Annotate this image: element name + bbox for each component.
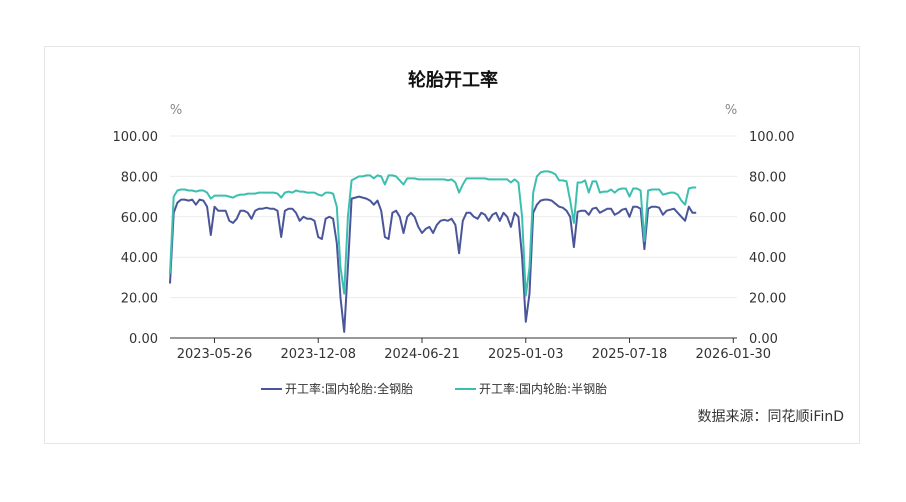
x-tick-label: 2025-01-03 [488, 347, 564, 362]
left-y-tick-label: 40.00 [121, 251, 158, 266]
left-y-axis: 100.00 80.00 60.00 40.00 20.00 0.00 [113, 130, 159, 347]
legend-label-semi-steel[interactable]: 开工率:国内轮胎:半钢胎 [479, 381, 607, 396]
x-tick-label: 2025-07-18 [592, 347, 668, 362]
left-y-tick-label: 20.00 [121, 292, 158, 307]
left-unit-label: % [170, 103, 182, 118]
chart-card [44, 46, 860, 444]
gridlines [170, 135, 737, 339]
right-y-tick-label: 20.00 [749, 292, 786, 307]
right-y-tick-label: 80.00 [749, 170, 786, 185]
right-y-axis: 100.00 80.00 60.00 40.00 20.00 0.00 [749, 130, 795, 347]
x-tick-label: 2023-05-26 [177, 347, 253, 362]
series-lines [169, 170, 697, 333]
x-tick-label: 2026-01-30 [696, 347, 772, 362]
x-tick-label: 2024-06-21 [384, 347, 460, 362]
right-y-tick-label: 60.00 [749, 211, 786, 226]
right-y-tick-label: 40.00 [749, 251, 786, 266]
series-line-0 [169, 195, 697, 333]
left-y-tick-label: 60.00 [121, 211, 158, 226]
series-line-1 [169, 170, 697, 297]
right-y-tick-label: 0.00 [749, 332, 778, 347]
data-source: 数据来源：同花顺iFinD [697, 409, 844, 425]
x-tick-label: 2023-12-08 [280, 347, 356, 362]
x-axis: 2023-05-26 2023-12-08 2024-06-21 2025-01-03… [177, 338, 771, 362]
chart-title: 轮胎开工率 [408, 70, 498, 91]
left-y-tick-label: 0.00 [129, 332, 158, 347]
right-unit-label: % [725, 103, 737, 118]
legend[interactable]: 开工率:国内轮胎:全钢胎 开工率:国内轮胎:半钢胎 [261, 381, 607, 396]
legend-label-full-steel[interactable]: 开工率:国内轮胎:全钢胎 [285, 381, 413, 396]
right-y-tick-label: 100.00 [749, 130, 795, 145]
left-y-tick-label: 80.00 [121, 170, 158, 185]
left-y-tick-label: 100.00 [113, 130, 159, 145]
